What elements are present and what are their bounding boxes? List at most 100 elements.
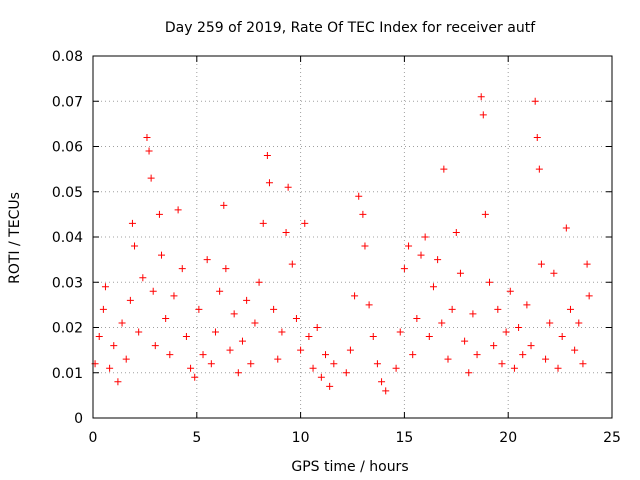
data-point xyxy=(195,305,203,313)
data-point xyxy=(274,355,282,363)
data-point xyxy=(118,319,126,327)
x-tick-label: 25 xyxy=(603,430,621,446)
data-point xyxy=(550,269,558,277)
data-point xyxy=(199,351,207,359)
x-tick-label: 20 xyxy=(499,430,517,446)
data-point xyxy=(527,342,535,350)
data-point xyxy=(155,210,163,218)
data-point xyxy=(417,251,425,259)
data-point xyxy=(373,360,381,368)
y-tick-label: 0.06 xyxy=(52,140,83,156)
data-point xyxy=(405,242,413,250)
data-point xyxy=(226,346,234,354)
x-axis-label: GPS time / hours xyxy=(291,459,408,475)
data-point xyxy=(392,364,400,372)
data-point xyxy=(558,333,566,341)
data-point xyxy=(579,360,587,368)
data-point xyxy=(444,355,452,363)
grid xyxy=(93,56,612,418)
data-point xyxy=(147,174,155,182)
data-point xyxy=(542,355,550,363)
data-point xyxy=(309,364,317,372)
data-point xyxy=(305,333,313,341)
data-point xyxy=(566,305,574,313)
data-point xyxy=(301,219,309,227)
y-tick-label: 0.05 xyxy=(52,185,83,201)
data-point xyxy=(322,351,330,359)
data-point xyxy=(126,296,134,304)
data-point xyxy=(247,360,255,368)
data-point xyxy=(461,337,469,345)
y-tick-label: 0.03 xyxy=(52,275,83,291)
x-tick-label: 10 xyxy=(292,430,310,446)
data-point xyxy=(473,351,481,359)
data-point xyxy=(498,360,506,368)
x-tick-label: 15 xyxy=(395,430,413,446)
data-point xyxy=(162,314,170,322)
data-point xyxy=(158,251,166,259)
data-point xyxy=(396,328,404,336)
data-point xyxy=(506,287,514,295)
data-point xyxy=(99,305,107,313)
data-point xyxy=(191,373,199,381)
data-point xyxy=(110,342,118,350)
data-point xyxy=(359,210,367,218)
data-point xyxy=(174,206,182,214)
y-tick-label: 0 xyxy=(74,411,83,427)
data-point xyxy=(222,265,230,273)
data-point xyxy=(234,369,242,377)
data-point xyxy=(263,152,271,160)
data-point xyxy=(128,219,136,227)
data-point xyxy=(479,111,487,119)
data-point xyxy=(297,346,305,354)
data-point xyxy=(429,283,437,291)
data-point xyxy=(523,301,531,309)
y-tick-label: 0.08 xyxy=(52,49,83,65)
data-point xyxy=(216,287,224,295)
data-point xyxy=(583,260,591,268)
data-point xyxy=(149,287,157,295)
data-point xyxy=(361,242,369,250)
data-point xyxy=(101,283,109,291)
data-point xyxy=(434,256,442,264)
data-point xyxy=(207,360,215,368)
x-tick-label: 0 xyxy=(89,430,98,446)
data-point xyxy=(456,269,464,277)
data-point xyxy=(378,378,386,386)
data-point xyxy=(139,274,147,282)
data-point xyxy=(477,93,485,101)
data-point xyxy=(421,233,429,241)
data-point xyxy=(259,219,267,227)
data-point xyxy=(448,305,456,313)
data-point xyxy=(438,319,446,327)
data-point xyxy=(413,314,421,322)
data-point xyxy=(106,364,114,372)
data-point xyxy=(346,346,354,354)
data-point xyxy=(326,382,334,390)
data-point xyxy=(220,201,228,209)
data-point xyxy=(238,337,246,345)
data-point xyxy=(400,265,408,273)
data-point xyxy=(355,192,363,200)
data-point xyxy=(187,364,195,372)
y-axis-label: ROTI / TECUs xyxy=(7,192,23,284)
data-point xyxy=(288,260,296,268)
data-point xyxy=(546,319,554,327)
data-point xyxy=(425,333,433,341)
data-point xyxy=(562,224,570,232)
data-point xyxy=(535,165,543,173)
data-point xyxy=(351,292,359,300)
y-tick-label: 0.04 xyxy=(52,230,83,246)
y-tick-label: 0.01 xyxy=(52,366,83,382)
data-point xyxy=(510,364,518,372)
data-point xyxy=(255,278,263,286)
data-point xyxy=(330,360,338,368)
data-point xyxy=(409,351,417,359)
data-point xyxy=(342,369,350,377)
data-point xyxy=(365,301,373,309)
data-point xyxy=(122,355,130,363)
data-point xyxy=(452,228,460,236)
data-point xyxy=(571,346,579,354)
data-point xyxy=(230,310,238,318)
